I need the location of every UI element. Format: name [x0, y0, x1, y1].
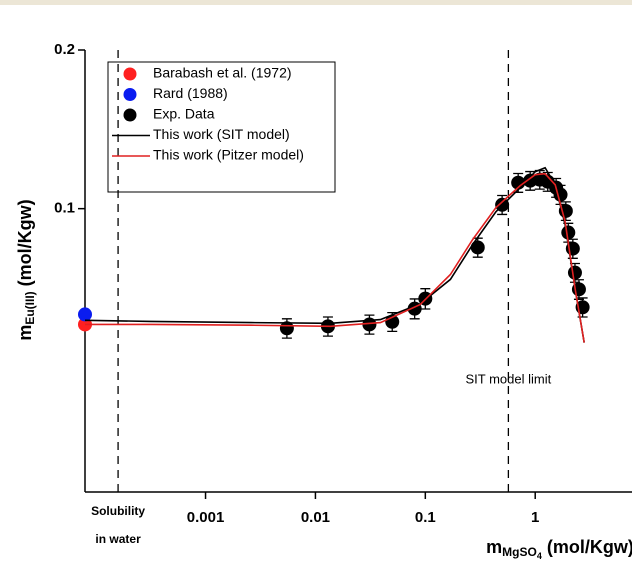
data-point — [561, 225, 576, 240]
y-title-main: m — [15, 325, 35, 341]
x-axis-title: mMgSO4 (mol/Kgw) — [486, 537, 632, 562]
x-title-main: m — [486, 537, 502, 557]
model-line — [84, 166, 585, 343]
legend-marker — [123, 108, 137, 122]
legend-label: This work (SIT model) — [153, 126, 290, 142]
x-tick-label: 0.1 — [415, 509, 436, 526]
y-tick-label: 0.2 — [54, 41, 75, 58]
data-point — [78, 307, 92, 322]
legend-label: Exp. Data — [153, 106, 215, 122]
model-line — [85, 172, 585, 343]
legend-marker — [123, 88, 137, 101]
legend-label: This work (Pitzer model) — [153, 147, 304, 163]
x-title-unit: (mol/Kgw) — [547, 537, 632, 557]
x-tick-label: 0.001 — [187, 509, 225, 526]
x-tick-label: 1 — [531, 509, 539, 526]
legend-box — [107, 61, 336, 193]
annotation: in water — [95, 532, 141, 546]
annotation: Solubility — [91, 504, 145, 518]
x-title-sub: MgSO — [502, 545, 537, 559]
y-title-unit: (mol/Kgw) — [15, 199, 35, 286]
legend-marker — [123, 67, 137, 81]
y-axis-title: mEu(III) (mol/Kgw) — [15, 199, 37, 340]
data-point — [567, 265, 582, 280]
y-tick-label: 0.1 — [54, 200, 75, 217]
y-title-sub: Eu(III) — [23, 291, 37, 324]
x-title-subsub: 4 — [537, 551, 542, 561]
annotation: SIT model limit — [466, 371, 552, 386]
legend-label: Rard (1988) — [153, 85, 228, 101]
top-bar — [0, 0, 632, 5]
data-point — [279, 321, 294, 336]
data-point — [470, 240, 485, 255]
legend-label: Barabash et al. (1972) — [153, 65, 292, 81]
x-tick-label: 0.01 — [301, 509, 330, 526]
